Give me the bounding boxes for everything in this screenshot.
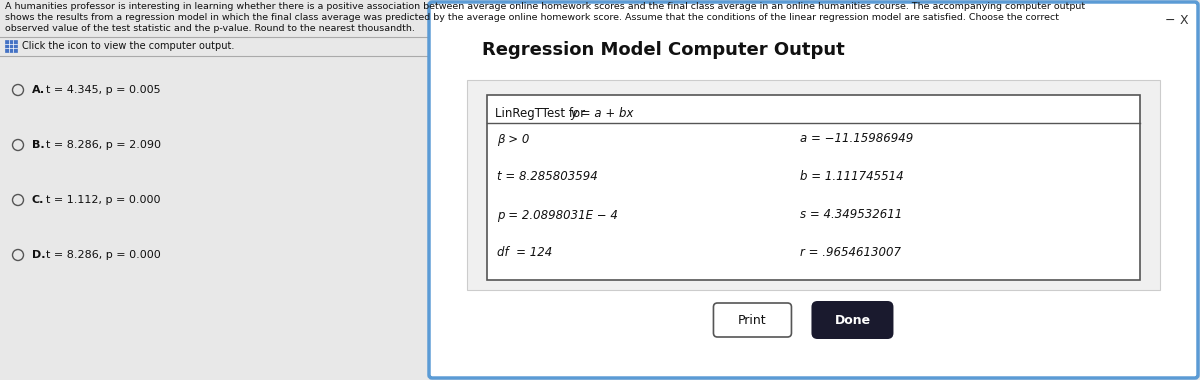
Text: C.: C. [32, 195, 44, 205]
FancyBboxPatch shape [811, 301, 894, 339]
Text: t = 8.286, p = 2.090: t = 8.286, p = 2.090 [46, 140, 161, 150]
Text: df  = 124: df = 124 [497, 247, 552, 260]
Text: t = 1.112, p = 0.000: t = 1.112, p = 0.000 [46, 195, 161, 205]
Text: X: X [1180, 14, 1189, 27]
Text: D.: D. [32, 250, 46, 260]
Bar [487, 95, 1140, 280]
Text: t = 8.285803594: t = 8.285803594 [497, 171, 598, 184]
FancyBboxPatch shape [430, 2, 1198, 378]
Text: Regression Model Computer Output: Regression Model Computer Output [482, 41, 845, 59]
Text: p = 2.0898031E − 4: p = 2.0898031E − 4 [497, 209, 618, 222]
Text: b = 1.111745514: b = 1.111745514 [800, 171, 904, 184]
Text: observed value of the test statistic and the p-value. Round to the nearest thous: observed value of the test statistic and… [5, 24, 415, 33]
Text: a = −11.15986949: a = −11.15986949 [800, 133, 913, 146]
Text: y = a + bx: y = a + bx [570, 106, 634, 119]
Bar [5, 40, 17, 52]
Text: Done: Done [834, 314, 870, 326]
Text: β > 0: β > 0 [497, 133, 529, 146]
Text: LinRegTTest for: LinRegTTest for [496, 106, 589, 119]
Text: A humanities professor is interesting in learning whether there is a positive as: A humanities professor is interesting in… [5, 2, 1085, 11]
Text: t = 4.345, p = 0.005: t = 4.345, p = 0.005 [46, 85, 161, 95]
Text: r = .9654613007: r = .9654613007 [800, 247, 901, 260]
Text: shows the results from a regression model in which the final class average was p: shows the results from a regression mode… [5, 13, 1060, 22]
FancyBboxPatch shape [714, 303, 792, 337]
Text: Print: Print [738, 314, 767, 326]
Text: −: − [1165, 14, 1176, 27]
Text: B.: B. [32, 140, 44, 150]
Text: s = 4.349532611: s = 4.349532611 [800, 209, 902, 222]
Bar [467, 80, 1160, 290]
Text: A.: A. [32, 85, 46, 95]
Text: Click the icon to view the computer output.: Click the icon to view the computer outp… [22, 41, 234, 51]
Text: t = 8.286, p = 0.000: t = 8.286, p = 0.000 [46, 250, 161, 260]
